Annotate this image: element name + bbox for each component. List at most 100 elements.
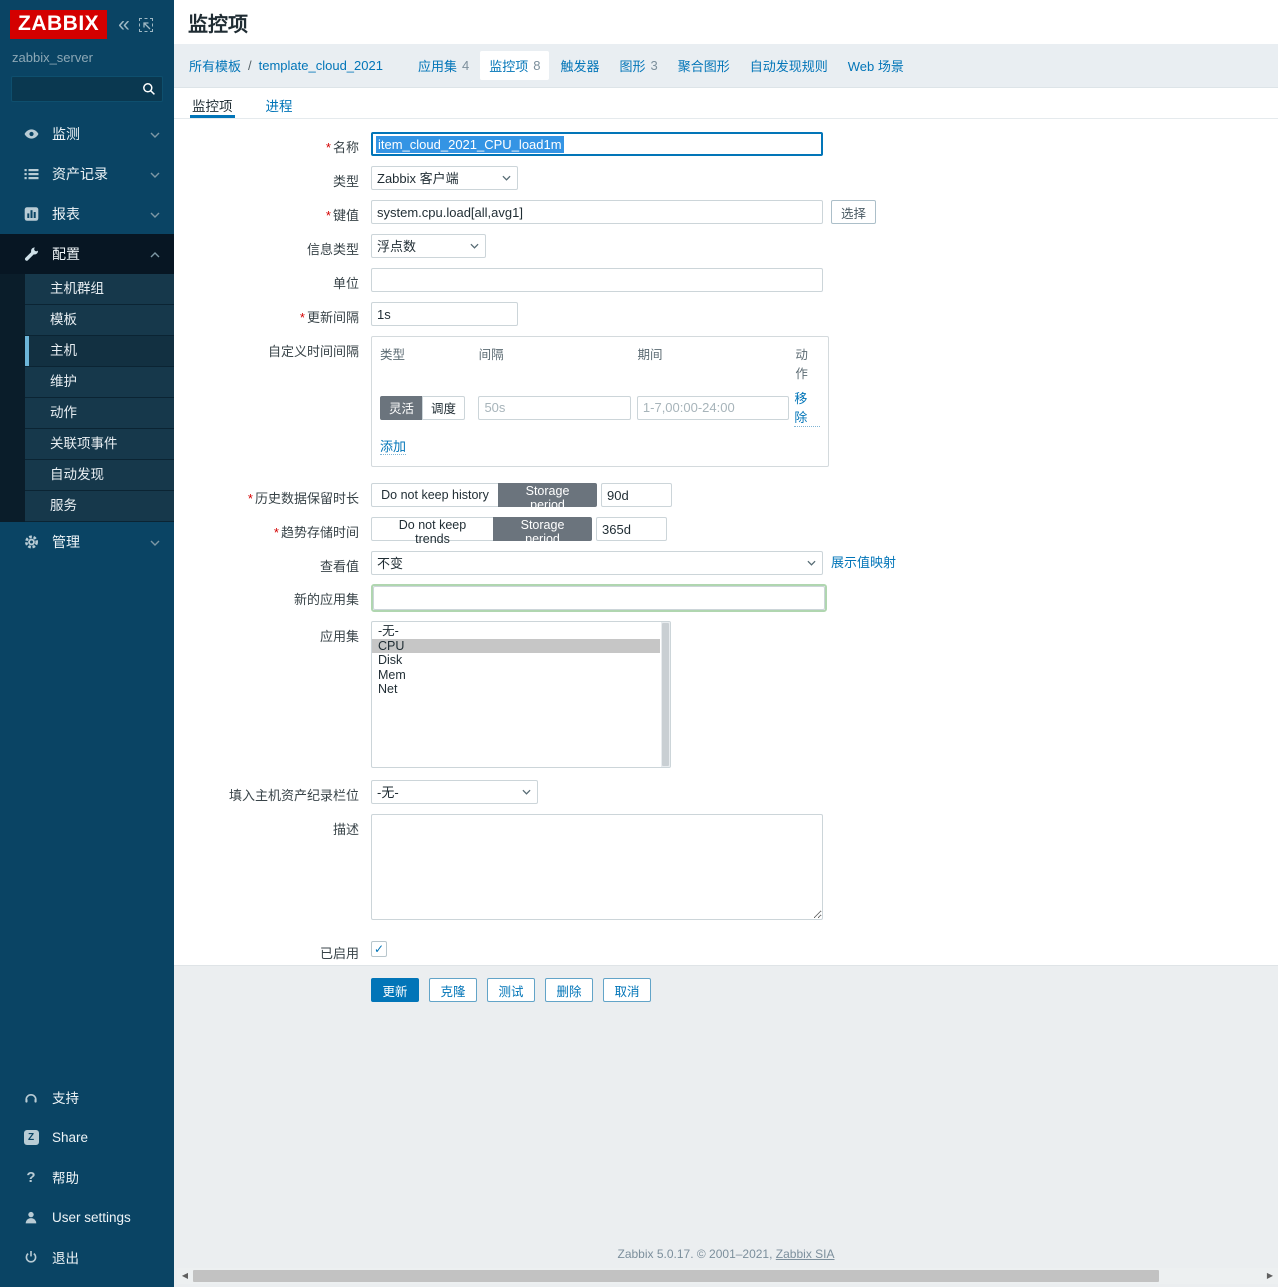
scroll-right-icon[interactable]: ▶: [1266, 1271, 1274, 1280]
nav-graphs[interactable]: 图形 3: [619, 58, 658, 74]
interval-period-input[interactable]: [636, 395, 789, 420]
add-interval-link[interactable]: 添加: [380, 439, 407, 455]
sidebar-subitem-discovery[interactable]: 自动发现: [25, 460, 174, 491]
sidebar-item-support[interactable]: 支持: [0, 1077, 174, 1117]
scheduling-toggle[interactable]: 调度: [422, 395, 466, 420]
scrollbar-thumb[interactable]: [193, 1270, 1159, 1282]
history-period-input[interactable]: [601, 483, 672, 507]
sidebar: ZABBIX « zabbix_server 监测: [0, 0, 174, 1287]
info-type-select[interactable]: 浮点数: [371, 234, 486, 258]
scroll-left-icon[interactable]: ◀: [181, 1271, 189, 1280]
sidebar-item-label: 管理: [52, 534, 80, 550]
delete-button[interactable]: 删除: [545, 978, 593, 1002]
nav-screens[interactable]: 聚合图形: [677, 59, 730, 74]
search-icon[interactable]: [141, 81, 157, 102]
name-input[interactable]: item_cloud_2021_CPU_load1m: [371, 132, 823, 156]
share-icon: Z: [23, 1129, 39, 1145]
zabbix-logo[interactable]: ZABBIX: [10, 10, 108, 39]
horizontal-scrollbar[interactable]: ◀ ▶: [177, 1268, 1278, 1284]
chevron-down-icon: [150, 165, 160, 183]
key-input[interactable]: [371, 200, 823, 224]
sidebar-item-reports[interactable]: 报表: [0, 194, 174, 234]
report-icon: [22, 206, 40, 222]
nav-web-scenarios[interactable]: Web 场景: [847, 59, 904, 74]
interval-row: 灵活 调度 移除: [380, 388, 820, 427]
sidebar-item-label: 资产记录: [52, 166, 108, 182]
sidebar-subitem-templates[interactable]: 模板: [25, 305, 174, 336]
gear-icon: [22, 534, 40, 550]
do-not-keep-history-toggle[interactable]: Do not keep history: [371, 483, 499, 507]
do-not-keep-trends-toggle[interactable]: Do not keep trends: [371, 517, 494, 546]
sidebar-item-administration[interactable]: 管理: [0, 522, 174, 562]
interval-delay-input[interactable]: [478, 395, 632, 420]
sidebar-subitem-services[interactable]: 服务: [25, 491, 174, 522]
application-option[interactable]: -无-: [378, 624, 399, 638]
tab-item[interactable]: 监控项: [190, 88, 235, 118]
sidebar-subitem-actions[interactable]: 动作: [25, 398, 174, 429]
application-option[interactable]: Disk: [378, 653, 403, 668]
show-value-select[interactable]: 不变: [371, 551, 823, 575]
zabbix-sia-link[interactable]: Zabbix SIA: [775, 1247, 835, 1261]
sidebar-subitem-hosts[interactable]: 主机: [25, 336, 174, 367]
breadcrumb-all-templates[interactable]: 所有模板: [189, 59, 242, 74]
applications-listbox[interactable]: -无- CPU Disk Mem Net: [371, 621, 671, 768]
nav-triggers[interactable]: 触发器: [560, 59, 600, 74]
history-storage-period-toggle[interactable]: Storage period: [498, 483, 597, 512]
trends-period-input[interactable]: [596, 517, 667, 541]
breadcrumb-template-name[interactable]: template_cloud_2021: [258, 58, 383, 73]
flexible-toggle[interactable]: 灵活: [380, 395, 424, 420]
listbox-scrollbar[interactable]: [661, 622, 670, 767]
sidebar-item-inventory[interactable]: 资产记录: [0, 154, 174, 194]
chevron-down-icon: [150, 125, 160, 143]
cancel-button[interactable]: 取消: [603, 978, 651, 1002]
column-period: 期间: [637, 348, 663, 362]
chevron-up-icon: [150, 245, 160, 263]
new-application-input[interactable]: [373, 586, 825, 610]
compact-view-icon[interactable]: [138, 17, 153, 32]
sidebar-item-logout[interactable]: 退出: [0, 1237, 174, 1277]
sidebar-menu: 监测 资产记录 报表: [0, 114, 174, 562]
units-input[interactable]: [371, 268, 823, 292]
question-icon: ?: [26, 1168, 36, 1186]
tab-bar: 监控项 进程: [174, 88, 1278, 119]
trends-storage-period-toggle[interactable]: Storage period: [493, 517, 592, 546]
sidebar-subitem-maintenance[interactable]: 维护: [25, 367, 174, 398]
description-textarea[interactable]: [371, 814, 823, 920]
custom-intervals-table: 类型 间隔 期间 动作 灵活 调度: [371, 336, 829, 467]
nav-discovery-rules[interactable]: 自动发现规则: [749, 59, 828, 74]
enabled-checkbox[interactable]: ✓: [371, 941, 387, 957]
collapse-sidebar-icon[interactable]: «: [118, 13, 130, 36]
inventory-field-select[interactable]: -无-: [371, 780, 538, 804]
required-marker: *: [273, 525, 279, 540]
sidebar-item-configuration[interactable]: 配置: [0, 234, 174, 274]
show-value-mappings-link[interactable]: 展示值映射: [831, 555, 897, 570]
test-button[interactable]: 测试: [487, 978, 535, 1002]
sidebar-item-user-settings[interactable]: User settings: [0, 1197, 174, 1237]
application-option-selected[interactable]: CPU: [372, 638, 660, 654]
sidebar-subitem-event-correlation[interactable]: 关联项事件: [25, 429, 174, 460]
nav-items[interactable]: 监控项 8: [480, 51, 550, 80]
clone-button[interactable]: 克隆: [429, 978, 477, 1002]
search-input[interactable]: [11, 76, 163, 102]
update-interval-input[interactable]: [371, 302, 518, 326]
application-option[interactable]: Net: [378, 682, 398, 697]
tab-preprocessing[interactable]: 进程: [265, 99, 293, 114]
application-option[interactable]: Mem: [378, 667, 406, 682]
type-select[interactable]: Zabbix 客户端: [371, 166, 518, 190]
update-button[interactable]: 更新: [371, 978, 419, 1002]
new-application-wrapper: [371, 584, 827, 612]
sidebar-item-help[interactable]: ? 帮助: [26, 1168, 79, 1187]
sidebar-subitem-host-groups[interactable]: 主机群组: [25, 274, 174, 305]
sidebar-item-share[interactable]: Z Share: [0, 1117, 174, 1157]
column-interval: 间隔: [478, 348, 504, 362]
sidebar-item-monitoring[interactable]: 监测: [0, 114, 174, 154]
power-icon: [22, 1249, 40, 1265]
required-marker: *: [247, 491, 253, 506]
nav-applications[interactable]: 应用集 4: [417, 58, 470, 74]
sidebar-item-label: 配置: [52, 246, 80, 262]
remove-interval-link[interactable]: 移除: [794, 388, 820, 427]
server-name: zabbix_server: [12, 50, 93, 65]
column-action: 动作: [795, 348, 808, 381]
key-select-button[interactable]: 选择: [831, 200, 877, 224]
history-mode-toggle: Do not keep history Storage period: [371, 483, 597, 512]
